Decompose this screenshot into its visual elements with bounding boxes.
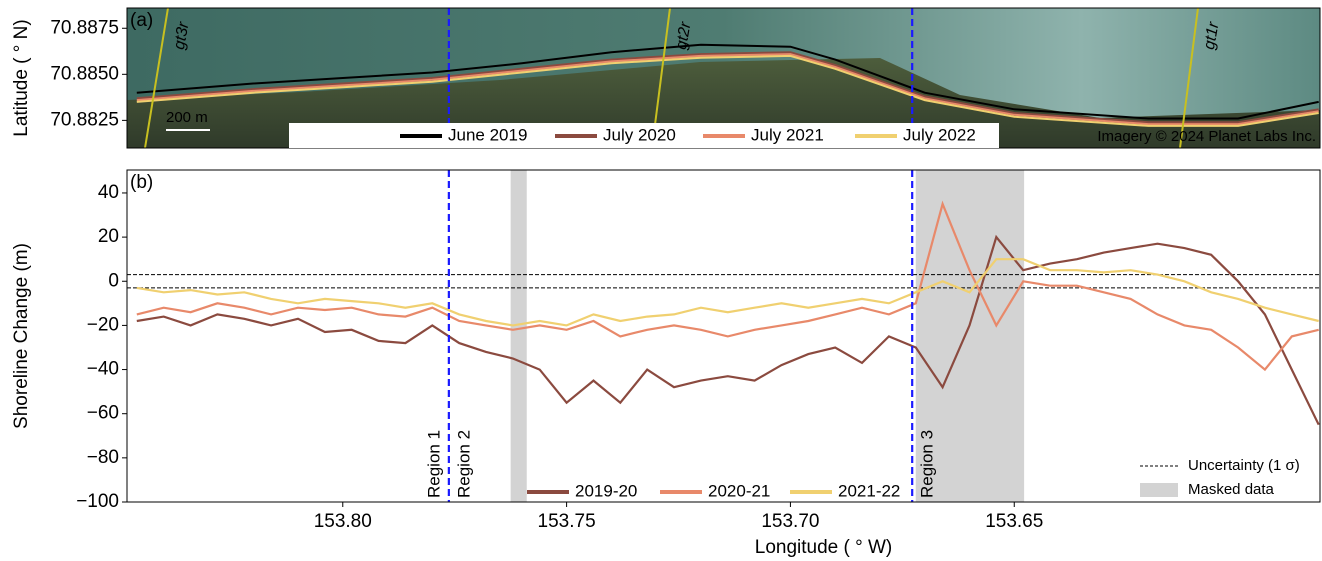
region-label: Region 2 bbox=[454, 430, 473, 498]
legend-label: 2019-20 bbox=[575, 481, 637, 500]
panel-label: (a) bbox=[130, 10, 153, 31]
series-line bbox=[136, 51, 1319, 124]
y-tick-label: −20 bbox=[87, 314, 119, 335]
region-label: Region 3 bbox=[918, 430, 937, 498]
ground-track-label: gt3r bbox=[171, 20, 193, 51]
y-tick-label: 20 bbox=[98, 226, 119, 247]
legend-label: 2020-21 bbox=[708, 481, 770, 500]
y-tick-label: 70.8850 bbox=[50, 63, 119, 84]
y-tick-label: −40 bbox=[87, 359, 119, 380]
legend-label: July 2021 bbox=[751, 125, 824, 144]
series-line bbox=[136, 43, 1319, 120]
series-line bbox=[136, 200, 1319, 372]
y-tick-label: 0 bbox=[108, 270, 119, 291]
ground-track-label: gt2r bbox=[673, 20, 695, 51]
x-tick-label: 153.80 bbox=[314, 511, 372, 532]
panel: 70.8825 70.8850 70.8875 (a) Latitude ( ° N) g… bbox=[11, 7, 1321, 149]
x-tick-label: 153.65 bbox=[985, 511, 1043, 532]
y-tick-label: −100 bbox=[76, 491, 119, 512]
legend-label: July 2022 bbox=[903, 125, 976, 144]
series-line bbox=[136, 54, 1319, 127]
y-axis-label: Latitude ( ° N) bbox=[11, 19, 32, 136]
legend-masked-label: Masked data bbox=[1188, 481, 1275, 498]
plot-frame bbox=[126, 169, 1321, 503]
series-line bbox=[136, 234, 1320, 426]
y-tick-label: 40 bbox=[98, 182, 119, 203]
masked-range bbox=[510, 170, 527, 502]
ground-track-label: gt1r bbox=[1201, 20, 1223, 51]
series-line bbox=[136, 53, 1319, 126]
panel-label: (b) bbox=[130, 172, 153, 193]
legend-label: July 2020 bbox=[603, 125, 676, 144]
masked-range bbox=[915, 170, 1025, 502]
ground-track bbox=[1179, 8, 1199, 148]
y-tick-label: 70.8875 bbox=[50, 17, 119, 38]
plot-area bbox=[127, 170, 1320, 502]
x-tick-label: 153.75 bbox=[538, 511, 596, 532]
legend-label: June 2019 bbox=[448, 125, 527, 144]
legend-masked-swatch bbox=[1140, 483, 1178, 497]
legend-uncertainty-label: Uncertainty (1 σ) bbox=[1188, 457, 1300, 474]
scale-bar-label: 200 m bbox=[166, 109, 208, 126]
y-tick-label: −60 bbox=[87, 403, 119, 424]
y-axis-label: Shoreline Change (m) bbox=[11, 243, 32, 429]
x-axis-label: Longitude ( ° W) bbox=[755, 537, 893, 558]
y-tick-label: 70.8825 bbox=[50, 109, 119, 130]
region-label: Region 1 bbox=[424, 430, 443, 498]
x-tick-label: 153.70 bbox=[761, 511, 819, 532]
ground-track bbox=[144, 8, 169, 148]
panel: −100 −80 −60 −40 −20 0 20 40 153.80 153.75 153.70 1… bbox=[11, 169, 1321, 558]
series-line bbox=[136, 258, 1319, 327]
y-tick-label: −80 bbox=[87, 447, 119, 468]
legend-label: 2021-22 bbox=[838, 481, 900, 500]
image-credit: Imagery © 2024 Planet Labs Inc. bbox=[1097, 128, 1316, 145]
